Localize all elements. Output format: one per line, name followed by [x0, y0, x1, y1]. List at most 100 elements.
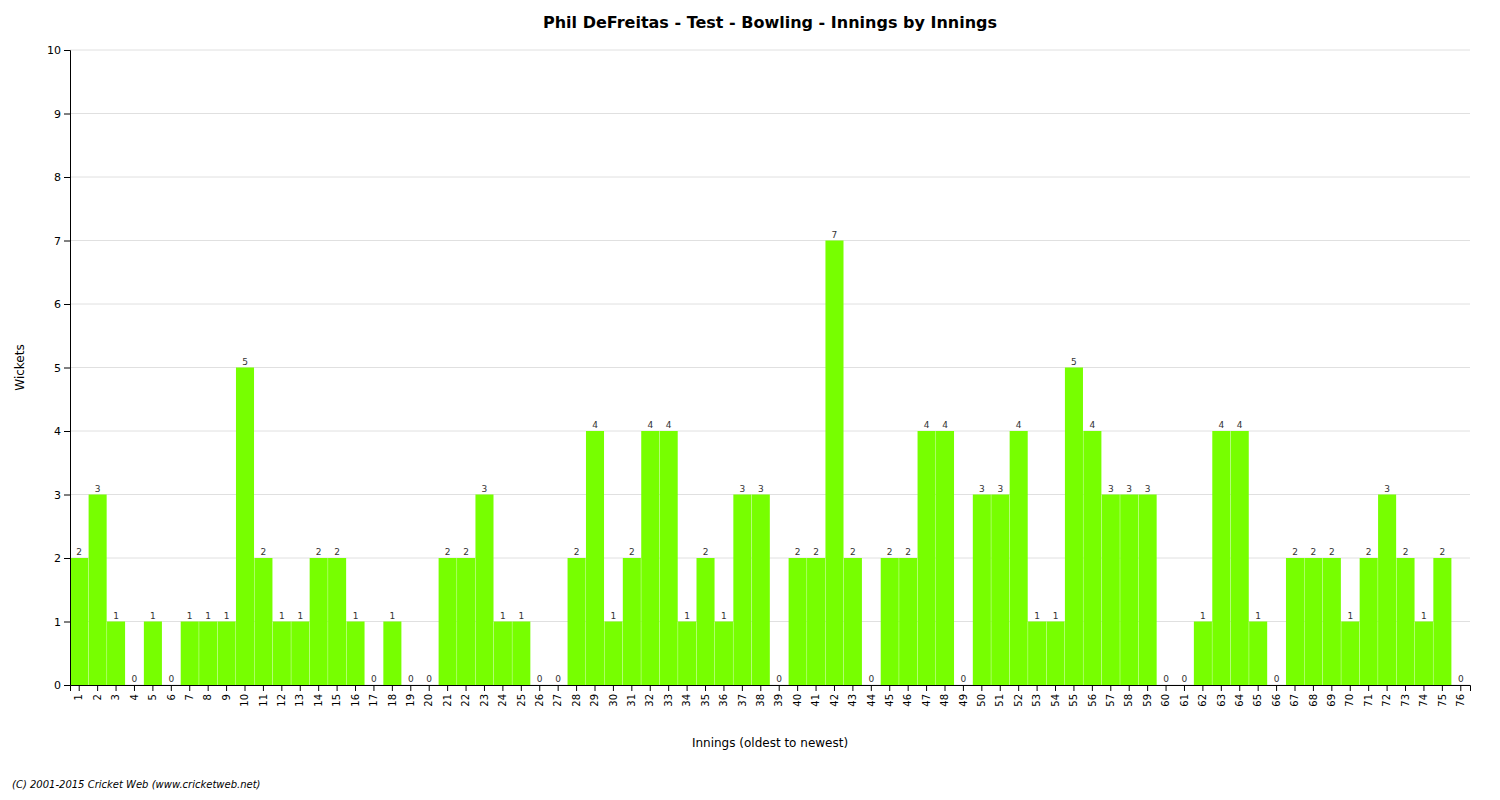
x-tick-mark — [1460, 685, 1461, 691]
x-tick: 17 — [368, 685, 379, 707]
y-tick-label: 3 — [54, 489, 61, 502]
y-tick: 0 — [54, 679, 70, 692]
x-tick-mark — [337, 685, 338, 691]
bar — [291, 622, 309, 686]
x-tick-mark — [816, 685, 817, 691]
bar — [1433, 558, 1451, 685]
data-label: 2 — [1329, 547, 1335, 557]
x-tick: 34 — [681, 685, 692, 707]
data-label: 1 — [518, 611, 524, 621]
x-tick-mark — [981, 685, 982, 691]
x-tick: 57 — [1105, 685, 1116, 707]
x-tick: 42 — [829, 685, 840, 707]
x-tick-label: 74 — [1418, 694, 1429, 707]
annotation: (C) 2001-2015 Cricket Web (www.cricketwe… — [12, 779, 261, 790]
data-label: 3 — [95, 484, 101, 494]
x-tick: 8 — [202, 685, 213, 700]
x-tick-label: 27 — [552, 694, 563, 707]
x-tick: 56 — [1087, 685, 1098, 707]
x-tick-mark — [1129, 685, 1130, 691]
x-axis: 1234567891011121314151617181920212223242… — [71, 685, 1471, 707]
x-tick: 62 — [1197, 685, 1208, 707]
x-tick: 13 — [294, 685, 305, 707]
x-tick-label: 70 — [1344, 694, 1355, 707]
bar — [862, 685, 880, 686]
x-tick-label: 69 — [1326, 694, 1337, 707]
x-tick: 59 — [1142, 685, 1153, 707]
x-tick-mark — [668, 685, 669, 691]
x-tick: 31 — [626, 685, 637, 707]
x-tick: 22 — [460, 685, 471, 707]
y-tick: 8 — [54, 171, 70, 184]
data-label: 4 — [1237, 420, 1243, 430]
x-tick-mark — [466, 685, 467, 691]
bar — [991, 495, 1009, 686]
x-tick-mark — [1423, 685, 1424, 691]
x-tick: 28 — [571, 685, 582, 707]
grid-line — [70, 558, 1470, 559]
x-tick-label: 41 — [810, 694, 821, 707]
data-label: 1 — [1347, 611, 1353, 621]
data-label: 4 — [1016, 420, 1022, 430]
data-label: 2 — [316, 547, 322, 557]
x-tick-mark — [1184, 685, 1185, 691]
x-tick-label: 7 — [184, 694, 195, 700]
x-tick: 41 — [810, 685, 821, 707]
x-tick: 7 — [184, 685, 195, 700]
data-label: 2 — [850, 547, 856, 557]
bar — [383, 622, 401, 686]
y-tick: 7 — [54, 235, 70, 248]
x-tick-mark — [208, 685, 209, 691]
x-tick-label: 46 — [902, 694, 913, 707]
x-tick: 15 — [331, 685, 342, 707]
bar — [660, 431, 678, 685]
data-label: 1 — [721, 611, 727, 621]
y-axis-line — [64, 51, 71, 686]
y-tick-mark — [64, 368, 70, 369]
x-tick: 55 — [1068, 685, 1079, 707]
x-tick-label: 47 — [921, 694, 932, 707]
x-tick-label: 62 — [1197, 694, 1208, 707]
bar — [218, 622, 236, 686]
x-tick-mark — [392, 685, 393, 691]
data-label: 3 — [758, 484, 764, 494]
x-tick: 52 — [1013, 685, 1024, 707]
data-label: 1 — [150, 611, 156, 621]
data-label: 1 — [224, 611, 230, 621]
data-labels: 2310101115211221010022311002412441213302… — [76, 230, 1464, 685]
x-tick: 25 — [516, 685, 527, 707]
data-label: 2 — [629, 547, 635, 557]
y-axis: 012345678910 — [47, 44, 71, 692]
bar — [568, 558, 586, 685]
bar — [1360, 558, 1378, 685]
x-tick: 60 — [1160, 685, 1171, 707]
grid-line — [70, 50, 1470, 51]
chart-container: 1234567891011121314151617181920212223242… — [0, 0, 1500, 800]
chart-title: Phil DeFreitas - Test - Bowling - Inning… — [543, 13, 997, 32]
y-tick-label: 10 — [47, 44, 61, 57]
x-tick: 44 — [866, 685, 877, 707]
x-tick: 66 — [1271, 685, 1282, 707]
x-tick-label: 54 — [1050, 694, 1061, 707]
data-label: 1 — [1053, 611, 1059, 621]
x-tick-label: 57 — [1105, 694, 1116, 707]
x-tick-label: 15 — [331, 694, 342, 707]
x-axis-title: Innings (oldest to newest) — [692, 736, 848, 750]
x-tick-mark — [1295, 685, 1296, 691]
x-tick: 26 — [534, 685, 545, 707]
data-label: 2 — [76, 547, 82, 557]
data-label: 2 — [1366, 547, 1372, 557]
chart: 1234567891011121314151617181920212223242… — [0, 0, 1500, 800]
data-label: 4 — [1218, 420, 1224, 430]
data-label: 1 — [113, 611, 119, 621]
bar — [1397, 558, 1415, 685]
x-tick-label: 73 — [1400, 694, 1411, 707]
x-tick-mark — [779, 685, 780, 691]
x-tick-mark — [613, 685, 614, 691]
x-tick-mark — [650, 685, 651, 691]
data-label: 3 — [997, 484, 1003, 494]
bar — [789, 558, 807, 685]
x-tick-mark — [1166, 685, 1167, 691]
data-label: 3 — [979, 484, 985, 494]
x-tick-mark — [539, 685, 540, 691]
